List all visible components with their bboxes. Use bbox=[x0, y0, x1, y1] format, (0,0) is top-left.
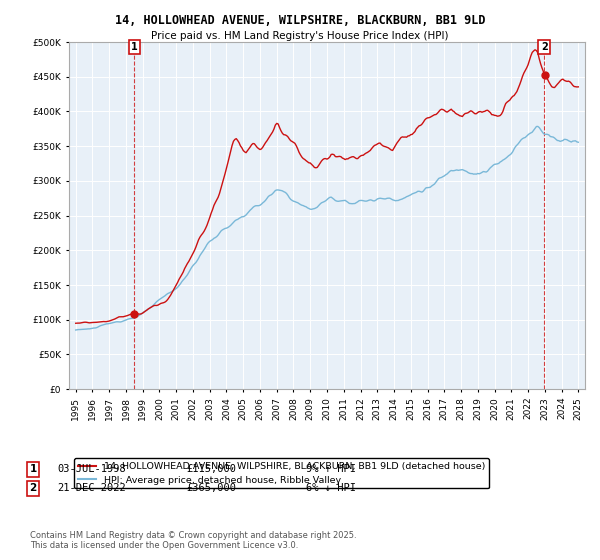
Text: 2: 2 bbox=[29, 483, 37, 493]
Legend: 14, HOLLOWHEAD AVENUE, WILPSHIRE, BLACKBURN, BB1 9LD (detached house), HPI: Aver: 14, HOLLOWHEAD AVENUE, WILPSHIRE, BLACKB… bbox=[74, 458, 489, 488]
Text: Price paid vs. HM Land Registry's House Price Index (HPI): Price paid vs. HM Land Registry's House … bbox=[151, 31, 449, 41]
Text: 1: 1 bbox=[29, 464, 37, 474]
Text: 21-DEC-2022: 21-DEC-2022 bbox=[57, 483, 126, 493]
Text: Contains HM Land Registry data © Crown copyright and database right 2025.
This d: Contains HM Land Registry data © Crown c… bbox=[30, 530, 356, 550]
Text: 1: 1 bbox=[131, 42, 138, 52]
Text: £365,000: £365,000 bbox=[186, 483, 236, 493]
Text: 2: 2 bbox=[541, 42, 548, 52]
Text: 03-JUL-1998: 03-JUL-1998 bbox=[57, 464, 126, 474]
Text: 14, HOLLOWHEAD AVENUE, WILPSHIRE, BLACKBURN, BB1 9LD: 14, HOLLOWHEAD AVENUE, WILPSHIRE, BLACKB… bbox=[115, 14, 485, 27]
Text: £115,000: £115,000 bbox=[186, 464, 236, 474]
Text: 6% ↓ HPI: 6% ↓ HPI bbox=[306, 483, 356, 493]
Text: 9% ↑ HPI: 9% ↑ HPI bbox=[306, 464, 356, 474]
